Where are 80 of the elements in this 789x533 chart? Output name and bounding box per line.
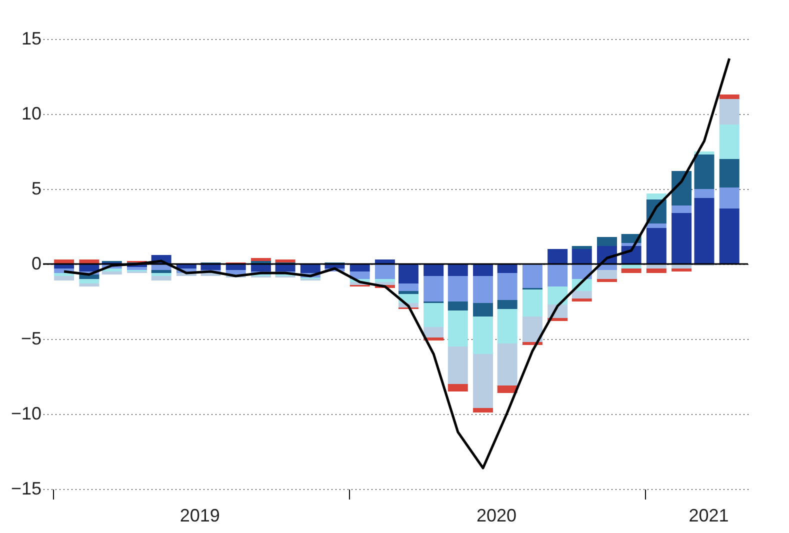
bar — [672, 213, 692, 264]
bar — [424, 264, 444, 276]
bar — [694, 189, 714, 198]
bar — [572, 298, 592, 302]
bar — [250, 258, 271, 261]
bar — [719, 188, 740, 208]
bar — [497, 300, 518, 309]
bar — [719, 208, 740, 264]
bar — [473, 316, 494, 354]
bar — [448, 264, 468, 276]
y-tick-label: 10 — [21, 104, 42, 124]
bar — [522, 264, 542, 288]
bar — [646, 268, 666, 273]
x-tick-label: 2019 — [180, 506, 220, 526]
bar — [672, 171, 692, 206]
bar — [424, 327, 444, 338]
bar — [473, 264, 494, 276]
bar — [597, 279, 617, 282]
bar — [572, 249, 592, 264]
bar — [424, 276, 444, 302]
bar — [127, 267, 147, 270]
bar — [719, 124, 740, 159]
bar — [374, 264, 395, 279]
bar — [597, 270, 617, 279]
bar — [497, 386, 518, 393]
bar — [151, 270, 172, 273]
bar — [54, 273, 74, 276]
y-tick-label: −5 — [20, 328, 42, 348]
bar — [719, 94, 740, 99]
bar — [448, 346, 468, 384]
bar — [473, 303, 494, 316]
bar — [522, 316, 542, 342]
y-tick-label: 0 — [31, 254, 42, 274]
bar — [621, 268, 642, 273]
x-tick-label: 2021 — [688, 506, 729, 526]
bar — [102, 272, 122, 274]
bar — [398, 264, 418, 284]
bar — [151, 273, 172, 276]
bar — [79, 279, 100, 284]
bar — [350, 272, 370, 279]
bar — [79, 284, 100, 286]
y-tick-label: −10 — [10, 404, 42, 424]
bar — [448, 384, 468, 392]
bar — [672, 268, 692, 272]
bar — [572, 291, 592, 298]
bar — [398, 284, 418, 291]
y-tick-label: 5 — [31, 178, 42, 198]
bar — [473, 408, 494, 412]
bar — [497, 273, 518, 300]
bar — [597, 237, 617, 246]
bar — [694, 154, 714, 189]
bar — [448, 302, 468, 310]
bar — [54, 276, 74, 280]
y-tick-label: 15 — [21, 28, 42, 48]
bar — [424, 303, 444, 327]
bar — [719, 159, 740, 188]
bar — [374, 279, 395, 282]
bar — [448, 310, 468, 346]
bar — [473, 354, 494, 408]
bar — [646, 224, 666, 228]
bar — [522, 290, 542, 316]
bar — [548, 249, 568, 264]
bar — [548, 286, 568, 304]
bar — [672, 206, 692, 213]
bar — [548, 264, 568, 286]
bar — [694, 198, 714, 264]
bar — [646, 228, 666, 264]
bar — [497, 344, 518, 386]
bar — [79, 274, 100, 279]
bar — [398, 291, 418, 294]
y-tick-label: −15 — [10, 478, 42, 498]
bar — [448, 276, 468, 302]
bar — [497, 309, 518, 344]
bar — [719, 99, 740, 124]
bar — [275, 260, 296, 262]
x-tick-label: 2020 — [476, 506, 517, 526]
bar — [646, 194, 666, 200]
bar — [473, 276, 494, 303]
bar — [151, 276, 172, 280]
bar — [572, 246, 592, 249]
